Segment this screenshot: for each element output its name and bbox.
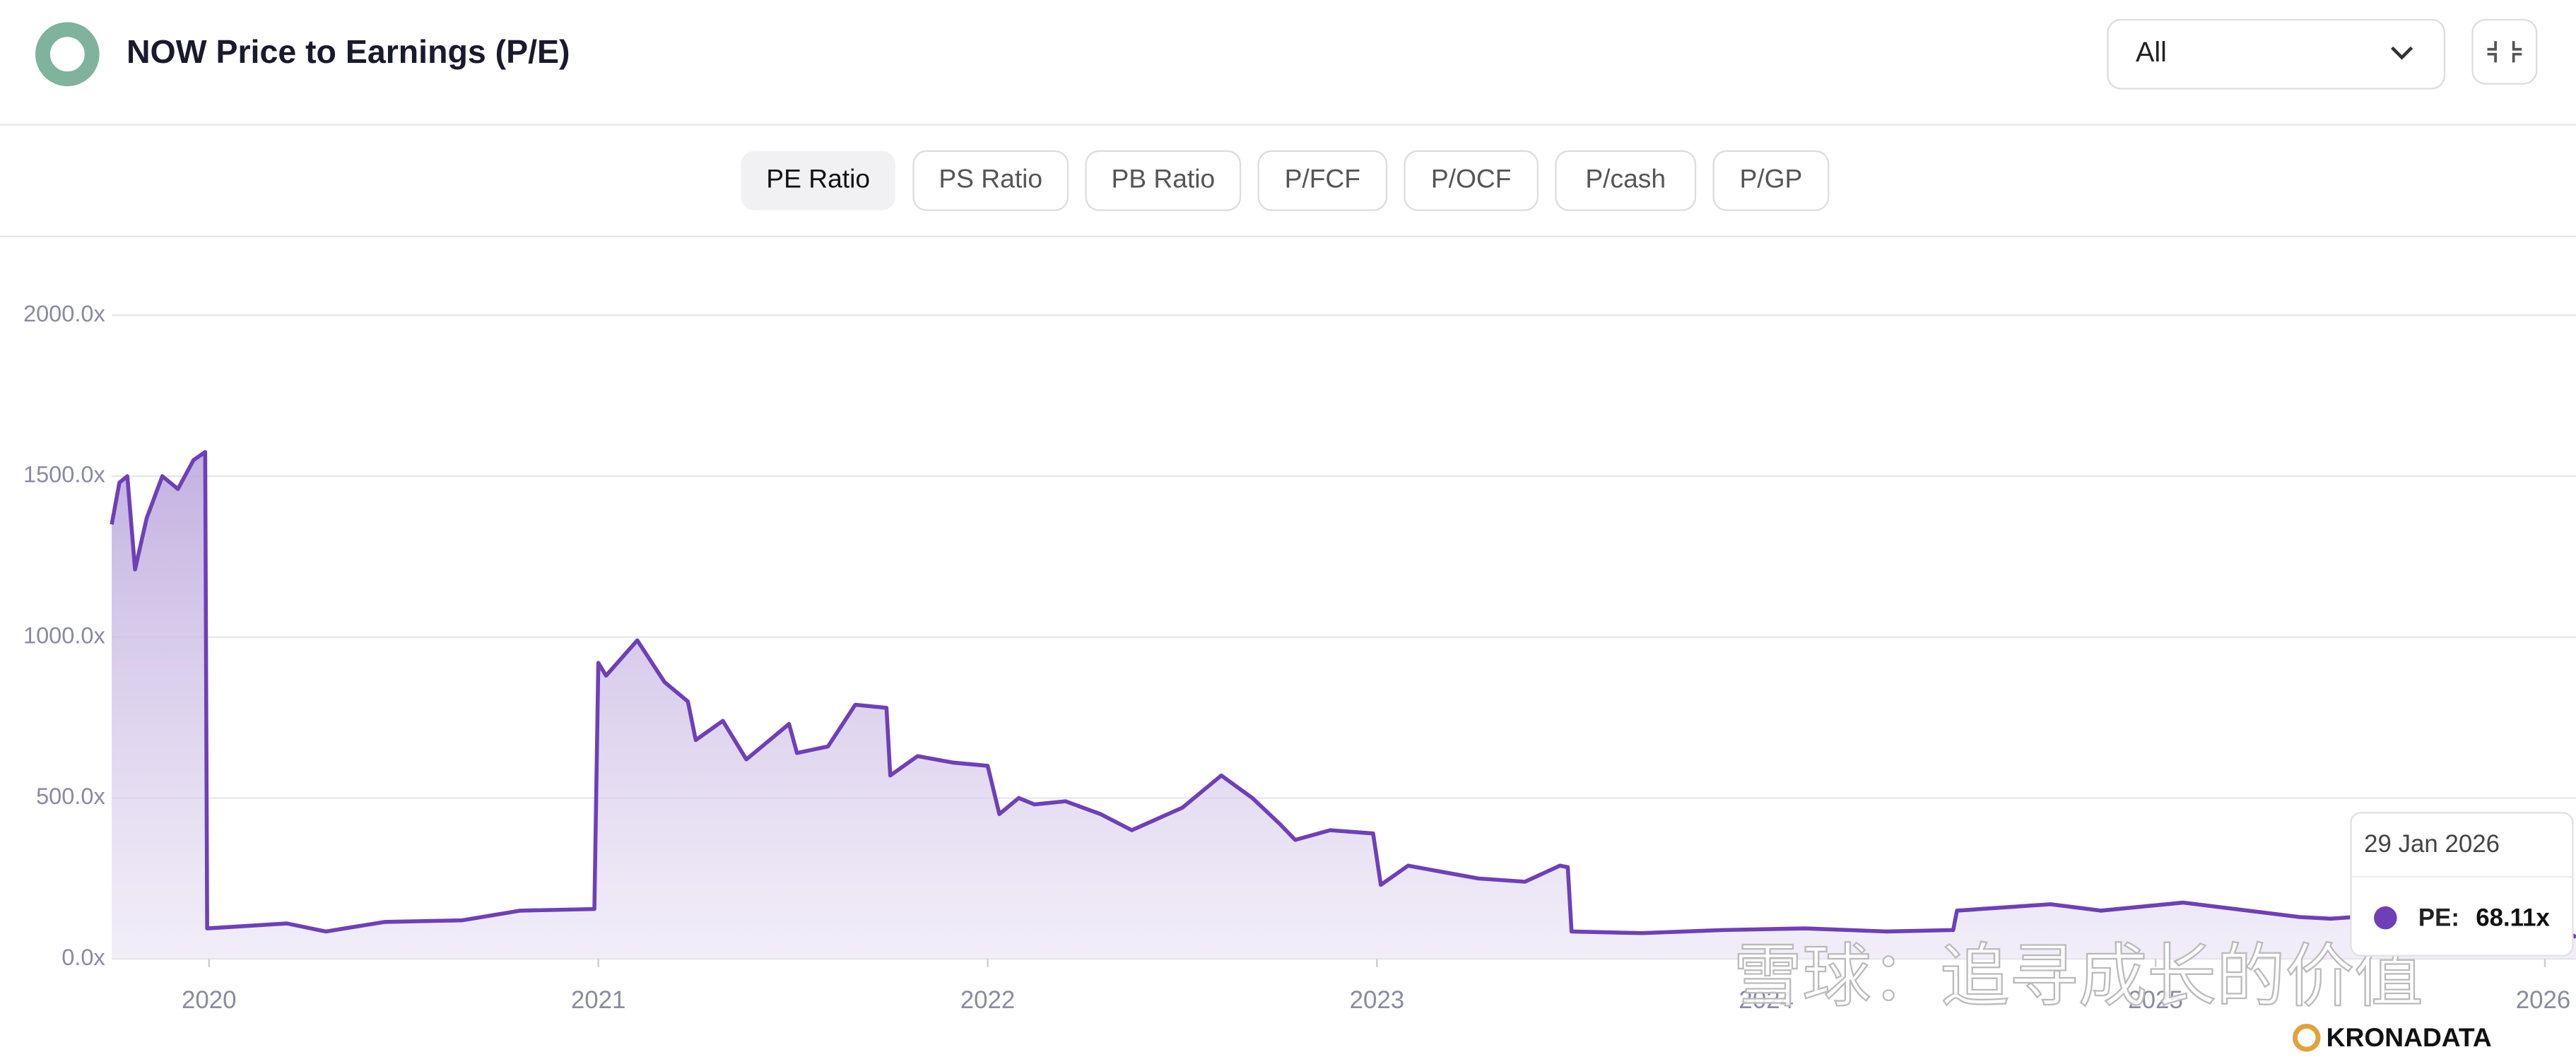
page-title: NOW Price to Earnings (P/E): [127, 33, 570, 70]
tab-label: PE Ratio: [766, 163, 870, 193]
x-tick-label: 2026: [2516, 986, 2571, 1014]
chevron: [2390, 46, 2413, 60]
y-tick-label: 1500.0x: [23, 462, 105, 487]
area: [112, 451, 2576, 959]
tab-label: P/FCF: [1285, 163, 1360, 193]
tooltip-label: PE:: [2418, 904, 2459, 932]
collapse-button[interactable]: [2471, 18, 2538, 85]
tab-label: PB Ratio: [1111, 163, 1215, 193]
tab-label: P/OCF: [1431, 163, 1512, 193]
chart: 0.0x 500.0x 1000.0x 1500.0x 2000.0x 2020 2021 2…: [23, 301, 2576, 1052]
tab-label: PS Ratio: [939, 163, 1042, 193]
y-tick-label: 1000.0x: [23, 622, 105, 648]
brand-icon: [2293, 1024, 2321, 1052]
x-tick-label: 2022: [960, 986, 1016, 1014]
tab[interactable]: [1404, 150, 1539, 211]
x-tick-label: 2023: [1350, 986, 1405, 1014]
y-tick-label: 2000.0x: [23, 301, 105, 326]
x-tick-label: 2025: [2128, 986, 2183, 1014]
line: [110, 450, 2576, 939]
range-select[interactable]: [2107, 18, 2446, 90]
tab[interactable]: [1555, 150, 1697, 211]
tab[interactable]: [741, 150, 895, 211]
tab[interactable]: [912, 150, 1069, 211]
tab[interactable]: [1712, 150, 1830, 211]
brand: KRONADATA: [2327, 1022, 2492, 1052]
tab[interactable]: [1257, 150, 1388, 211]
y-tick-label: 500.0x: [36, 784, 105, 809]
tab-bar: PE Ratio PS Ratio PB Ratio P/FCF P/OCF P/cash…: [741, 150, 1830, 211]
range-select-text: All: [2136, 37, 2167, 68]
tooltip: [2350, 812, 2574, 957]
y-tick-label: 0.0x: [61, 945, 105, 970]
watermark: 雪球：追寻成长的价值: [1734, 938, 2423, 1015]
tooltip-date: 29 Jan 2026: [2364, 830, 2500, 858]
x-tick-label: 2020: [182, 986, 237, 1014]
tooltip-value: 68.11x: [2476, 904, 2550, 932]
tab-label: P/cash: [1585, 163, 1666, 193]
logo: [35, 22, 100, 87]
x-tick-label: 2024: [1739, 986, 1794, 1014]
tab-label: P/GP: [1740, 163, 1803, 193]
tab[interactable]: [1085, 150, 1242, 211]
collapse-icon: [2487, 41, 2522, 63]
x-tick-label: 2021: [571, 986, 626, 1014]
tooltip-dot: [2374, 906, 2397, 930]
